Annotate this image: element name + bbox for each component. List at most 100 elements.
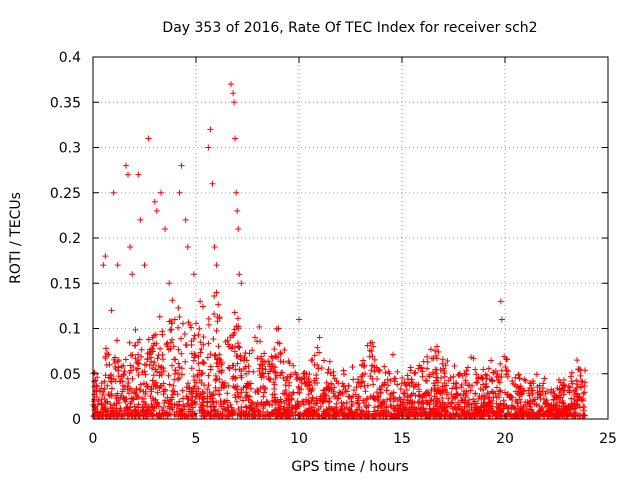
data-point <box>435 388 442 395</box>
data-point <box>235 323 242 330</box>
data-point <box>371 356 378 363</box>
data-point <box>185 380 192 387</box>
data-point <box>459 372 466 379</box>
data-point <box>326 358 333 365</box>
data-point <box>526 411 533 418</box>
data-point <box>359 362 366 369</box>
data-point <box>565 387 572 394</box>
data-point <box>142 411 149 418</box>
data-point <box>582 379 589 386</box>
data-point <box>415 365 422 372</box>
data-point <box>407 393 414 400</box>
data-point <box>455 399 462 406</box>
data-point <box>210 398 217 405</box>
data-point <box>424 400 431 407</box>
data-point <box>115 357 122 364</box>
data-point <box>272 374 279 381</box>
data-point <box>498 407 505 414</box>
data-point <box>434 379 441 386</box>
data-point <box>551 392 558 399</box>
data-point <box>435 348 442 355</box>
data-point <box>343 388 350 395</box>
data-point <box>99 391 106 398</box>
data-point <box>308 398 315 405</box>
data-point <box>477 408 484 415</box>
data-point <box>122 162 129 169</box>
data-point <box>355 393 362 400</box>
data-point <box>254 355 261 362</box>
data-point <box>412 369 419 376</box>
data-point <box>101 395 108 402</box>
data-point <box>388 412 395 419</box>
data-point <box>580 403 587 410</box>
data-point <box>552 402 559 409</box>
data-point <box>520 388 527 395</box>
data-point <box>372 411 379 418</box>
data-point <box>319 398 326 405</box>
data-point <box>100 262 107 269</box>
data-point <box>442 362 449 369</box>
data-point <box>226 365 233 372</box>
data-point <box>476 411 483 418</box>
data-point <box>193 379 200 386</box>
data-point <box>142 401 149 408</box>
data-point <box>158 364 165 371</box>
data-point <box>528 407 535 414</box>
data-point <box>346 393 353 400</box>
data-point <box>395 410 402 417</box>
data-point <box>318 364 325 371</box>
data-point <box>277 350 284 357</box>
data-point <box>246 393 253 400</box>
data-point <box>212 408 219 415</box>
data-point <box>182 358 189 365</box>
data-point <box>164 394 171 401</box>
data-point <box>559 411 566 418</box>
data-point <box>266 368 273 375</box>
data-point <box>463 371 470 378</box>
data-point <box>450 373 457 380</box>
data-point <box>228 404 235 411</box>
data-point <box>410 383 417 390</box>
data-point <box>169 362 176 369</box>
x-tick-label: 5 <box>192 431 201 447</box>
data-point <box>370 381 377 388</box>
data-point <box>555 394 562 401</box>
data-point <box>195 331 202 338</box>
data-point <box>350 387 357 394</box>
data-point <box>171 376 178 383</box>
data-point <box>529 413 536 420</box>
data-point <box>320 397 327 404</box>
data-point <box>138 346 145 353</box>
data-point <box>260 402 267 409</box>
data-point <box>483 407 490 414</box>
data-point <box>212 352 219 359</box>
data-point <box>261 350 268 357</box>
data-point <box>349 363 356 370</box>
data-point <box>368 348 375 355</box>
data-point <box>229 411 236 418</box>
data-point <box>449 385 456 392</box>
data-point <box>301 409 308 416</box>
y-tick-label: 0.1 <box>59 322 81 338</box>
data-point <box>151 198 158 205</box>
data-point <box>310 404 317 411</box>
data-point <box>512 374 519 381</box>
data-point <box>493 384 500 391</box>
data-point <box>567 373 574 380</box>
data-point <box>377 386 384 393</box>
data-point <box>243 370 250 377</box>
data-point <box>387 391 394 398</box>
data-point <box>415 381 422 388</box>
data-point <box>272 364 279 371</box>
data-point <box>98 385 105 392</box>
data-point <box>502 363 509 370</box>
data-point <box>205 372 212 379</box>
data-point <box>166 280 173 287</box>
data-point <box>199 303 206 310</box>
data-point <box>356 413 363 420</box>
data-point <box>404 413 411 420</box>
data-point <box>259 370 266 377</box>
data-point <box>155 411 162 418</box>
data-point <box>96 388 103 395</box>
data-point <box>91 378 98 385</box>
